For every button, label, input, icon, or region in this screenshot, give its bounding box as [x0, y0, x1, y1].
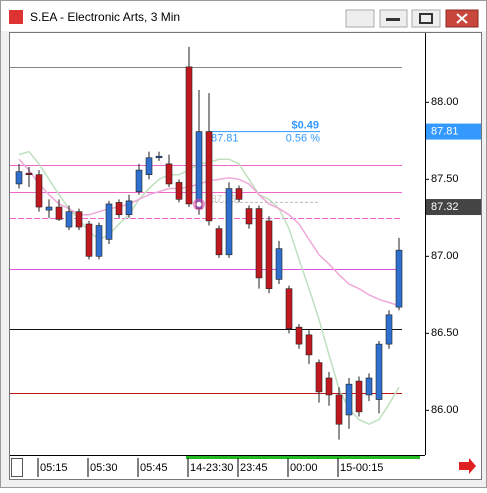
candle-body — [85, 223, 93, 257]
candle-body — [375, 343, 383, 400]
candle-body — [195, 131, 203, 209]
window-title: S.EA - Electronic Arts, 3 Min — [30, 10, 180, 24]
plot: 86.00 86.50 87.00 87.50 88.00 87.35 87.81 $0.49… — [10, 46, 481, 477]
candle-body — [105, 203, 113, 240]
candle-body — [185, 66, 193, 205]
measure-change: $0.49 — [291, 119, 319, 131]
measure-end-label: 87.81 — [211, 132, 239, 144]
scroll-arrow[interactable] — [459, 458, 476, 474]
candle-body — [275, 248, 283, 280]
y-tick-label: 86.50 — [431, 327, 459, 339]
x-tick-label: 14-23:30 — [190, 462, 233, 474]
candle-body — [155, 155, 163, 159]
x-tick-label: 05:45 — [140, 462, 168, 474]
candle-body — [385, 314, 393, 345]
session-bar — [186, 456, 420, 459]
corner-box — [11, 458, 23, 477]
candle-body — [165, 163, 173, 185]
candle-body — [15, 171, 23, 185]
candle-body — [315, 362, 323, 393]
price-marker — [426, 199, 481, 216]
candle-body — [335, 394, 343, 425]
measure-percent: 0.56 % — [286, 132, 320, 144]
candle-body — [215, 228, 223, 256]
candle-body — [305, 334, 313, 356]
maximize-button[interactable] — [411, 9, 441, 28]
candle-body — [35, 174, 43, 208]
app-icon — [9, 10, 23, 24]
x-tick-label: 05:15 — [40, 462, 68, 474]
x-tick-label: 23:45 — [240, 462, 268, 474]
measure-start-label: 87.35 — [211, 194, 236, 205]
chart-frame — [9, 32, 482, 480]
candle-body — [175, 182, 183, 200]
candle-body — [45, 206, 53, 211]
y-tick-label: 88.00 — [431, 96, 459, 108]
price-marker — [426, 123, 481, 140]
price-marker-label: 87.81 — [431, 125, 459, 137]
x-tick-label: 05:30 — [90, 462, 118, 474]
link-button[interactable] — [345, 9, 375, 28]
candle-body — [145, 157, 153, 175]
x-tick-label: 15-00:15 — [340, 462, 383, 474]
candle-body — [265, 220, 273, 289]
candle-body — [235, 188, 243, 200]
price-marker-label: 87.32 — [431, 201, 459, 213]
minimize-icon — [386, 18, 400, 21]
y-tick-label: 87.00 — [431, 250, 459, 262]
candle-body — [395, 249, 403, 308]
candle-body — [285, 288, 293, 330]
candle-body — [135, 169, 143, 192]
candle-body — [115, 202, 123, 216]
y-tick-label: 87.50 — [431, 173, 459, 185]
close-icon — [456, 13, 468, 24]
candle-body — [365, 377, 373, 396]
cursor-marker-core — [196, 201, 202, 207]
candle-body — [295, 326, 303, 345]
candle-body — [25, 172, 33, 175]
candle-body — [125, 200, 133, 216]
candle-body — [55, 206, 63, 220]
candle-body — [75, 211, 83, 228]
candle-body — [325, 377, 333, 396]
candle-body — [255, 208, 263, 279]
candle-body — [355, 380, 363, 413]
candle-body — [95, 225, 103, 257]
candle-body — [225, 188, 233, 256]
maximize-icon — [419, 13, 433, 24]
y-tick-label: 86.00 — [431, 404, 459, 416]
x-tick-label: 00:00 — [290, 462, 318, 474]
candle-body — [205, 131, 213, 222]
candle-body — [345, 383, 353, 416]
candle-body — [65, 211, 73, 228]
candle-body — [245, 208, 253, 225]
